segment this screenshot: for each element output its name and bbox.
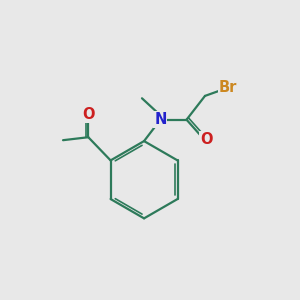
- Text: O: O: [200, 132, 213, 147]
- Text: O: O: [82, 107, 94, 122]
- Text: Br: Br: [219, 80, 237, 95]
- Text: N: N: [154, 112, 167, 127]
